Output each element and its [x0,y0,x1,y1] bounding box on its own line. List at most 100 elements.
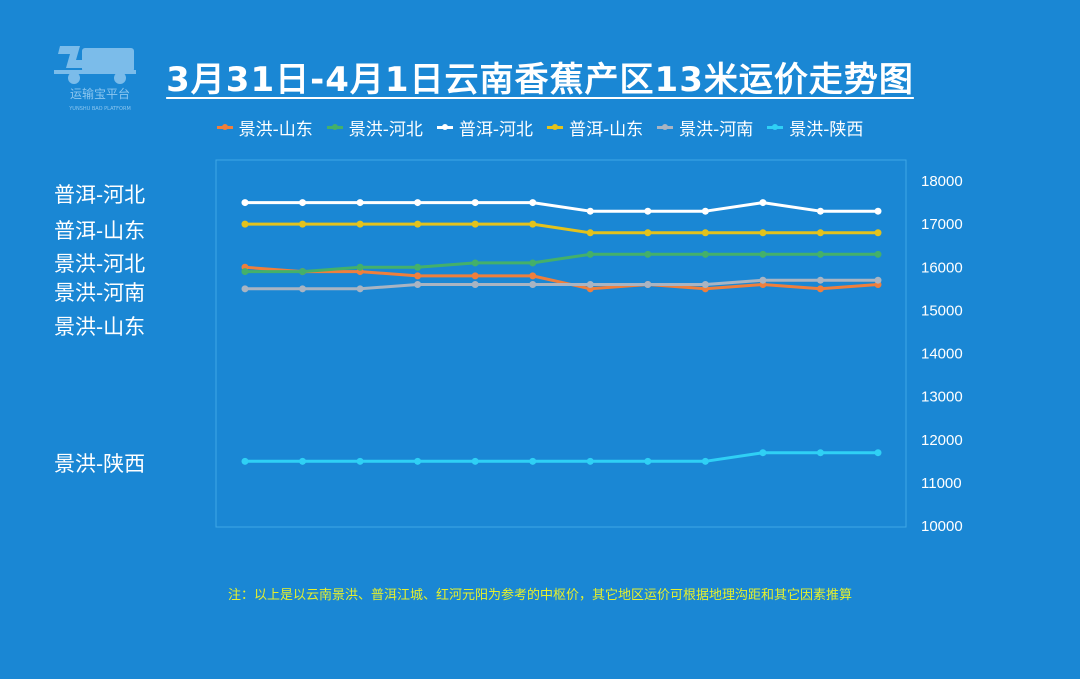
data-point [356,199,364,207]
data-point [816,285,824,293]
data-point [529,457,537,465]
series-line [245,451,878,463]
data-point [644,457,652,465]
legend-item: 普洱-山东 [547,115,643,140]
data-point [414,272,422,280]
y-tick-label: 15000 [921,302,963,319]
series-4 [241,220,882,237]
data-point [701,457,709,465]
data-point [414,457,422,465]
series-2 [241,250,882,276]
data-point [586,229,594,237]
legend-label: 景洪-河南 [679,120,754,140]
series-line [245,222,878,235]
series-6 [241,449,882,465]
data-point [874,276,882,284]
data-point [759,229,767,237]
y-tick-label: 17000 [921,216,963,233]
y-tick-label: 16000 [921,259,963,276]
data-point [241,285,249,293]
y-tick-label: 13000 [921,389,963,406]
data-point [701,207,709,215]
side-label: 景洪-河北 [54,252,145,276]
legend-label: 普洱-河北 [458,120,533,140]
data-point [241,268,249,276]
legend-label: 普洱-山东 [569,120,644,140]
data-point [644,207,652,215]
data-point [644,250,652,258]
data-point [816,207,824,215]
data-point [299,268,307,276]
y-tick-label: 18000 [921,173,963,190]
data-point [529,259,537,267]
data-point [299,220,307,228]
data-point [414,281,422,288]
legend-swatch [767,123,784,130]
series-line [244,265,879,291]
y-tick-label: 14000 [921,346,963,363]
side-label: 景洪-山东 [54,315,145,339]
footnote: 注：以上是以云南景洪、普洱江城、红河元阳为参考的中枢价，其它地区运价可根据地理沟… [227,588,852,603]
legend-swatch [326,123,343,130]
data-point [759,449,767,457]
chart-title: 3月31日-4月1日云南香蕉产区13米运价走势图 [166,60,914,100]
legend-swatch [436,123,453,130]
data-point [874,229,882,237]
y-tick-label: 11000 [921,475,962,492]
legend-label: 景洪-山东 [238,120,313,140]
legend-swatch [547,123,563,130]
data-point [816,449,824,457]
legend-item: 景洪-陕西 [767,115,863,140]
data-point [529,272,537,280]
data-point [241,199,249,207]
data-point [701,281,709,288]
legend-swatch [657,123,674,130]
data-point [586,281,594,288]
data-point [586,250,594,258]
data-point [414,199,422,207]
data-point [356,263,364,271]
data-point [759,250,767,258]
data-point [299,199,307,207]
plot-area [215,159,907,528]
data-point [874,250,882,258]
data-point [816,250,824,258]
data-point [471,259,479,267]
series-5 [241,276,882,293]
data-point [241,220,249,228]
data-point [529,199,537,207]
legend-swatch [216,123,233,130]
data-point [356,285,364,293]
side-label: 普洱-河北 [54,183,145,207]
y-axis: 18000 17000 16000 15000 14000 13000 12000 11000… [921,173,963,535]
series-3 [241,199,882,215]
data-point [586,457,594,465]
series-line [245,201,878,213]
y-tick-label: 10000 [921,518,963,535]
side-label: 普洱-山东 [54,219,145,243]
data-point [644,281,652,288]
legend: 景洪-山东 景洪-河北 普洱-河北 普洱-山东 景洪-河南 景洪-陕西 [0,115,1080,140]
data-point [414,220,422,228]
truck-icon [54,46,136,84]
logo-subtitle: YUNSHU BAO PLATFORM [68,106,131,112]
logo: 运输宝平台 YUNSHU BAO PLATFORM [54,46,136,112]
data-point [759,199,767,207]
series-line [245,278,878,291]
logo-name: 运输宝平台 [70,86,130,101]
data-point [241,457,249,465]
data-point [299,457,307,465]
data-point [356,457,364,465]
legend-item: 景洪-山东 [216,115,313,140]
data-point [586,207,594,215]
data-point [471,457,479,465]
data-point [701,229,709,237]
series-layer [241,199,882,465]
data-point [299,285,307,293]
data-point [816,276,824,284]
legend-item: 景洪-河南 [657,115,753,140]
data-point [701,250,709,258]
data-point [471,272,479,280]
